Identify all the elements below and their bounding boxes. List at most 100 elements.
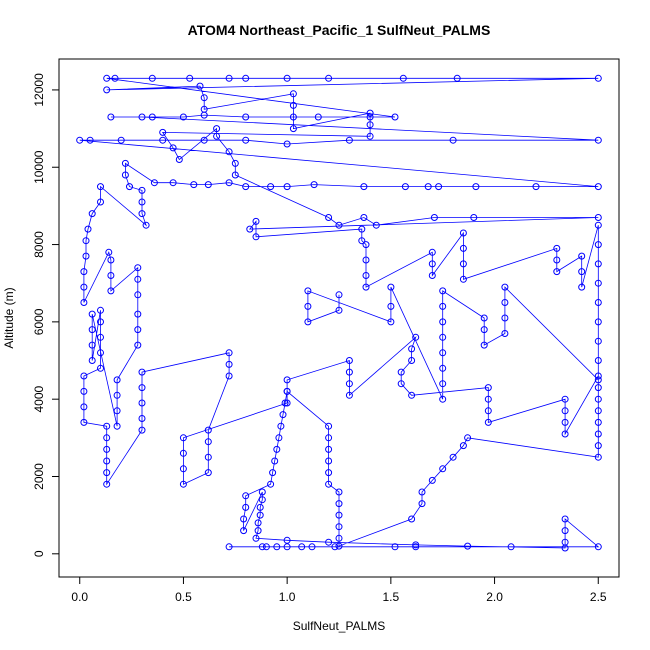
data-point xyxy=(80,418,88,426)
data-point xyxy=(408,391,416,399)
data-point xyxy=(594,372,602,380)
data-point xyxy=(80,372,88,380)
data-point xyxy=(138,368,146,376)
data-point xyxy=(561,395,569,403)
data-point xyxy=(397,380,405,388)
data-point xyxy=(439,395,447,403)
data-point xyxy=(325,74,333,82)
data-point xyxy=(298,543,306,551)
data-point xyxy=(484,395,492,403)
data-point xyxy=(126,183,133,191)
data-point xyxy=(439,380,447,388)
data-point xyxy=(267,183,275,191)
data-point xyxy=(169,144,177,152)
data-point xyxy=(470,214,478,221)
data-point xyxy=(594,418,602,426)
data-point xyxy=(88,210,96,218)
data-point xyxy=(360,183,368,191)
data-point xyxy=(480,341,488,349)
data-point xyxy=(246,225,254,233)
data-point xyxy=(594,357,602,364)
data-point xyxy=(80,268,88,276)
x-axis-label: SulfNeut_PALMS xyxy=(293,619,386,633)
data-point xyxy=(345,357,353,364)
data-point xyxy=(472,183,480,191)
x-axis: 0.0 0.5 1.0 1.5 2.0 2.5 xyxy=(71,576,607,604)
data-point xyxy=(242,74,250,82)
data-point xyxy=(391,113,399,121)
data-point xyxy=(258,488,266,496)
data-point xyxy=(335,542,343,550)
y-tick-label: 0 xyxy=(32,550,46,557)
data-point xyxy=(325,538,333,546)
data-point xyxy=(484,407,492,415)
data-point xyxy=(289,90,297,98)
data-point xyxy=(97,198,104,206)
data-point xyxy=(107,287,115,295)
data-point xyxy=(594,260,602,268)
data-point xyxy=(80,299,88,306)
data-point xyxy=(204,426,212,434)
data-point xyxy=(345,136,353,144)
data-point xyxy=(200,94,208,102)
data-point xyxy=(103,445,111,453)
y-axis: 0 2000 4000 6000 8000 10000 12000 xyxy=(32,73,60,557)
data-point xyxy=(387,302,395,310)
data-point xyxy=(594,442,602,450)
data-point xyxy=(453,74,461,82)
data-point xyxy=(107,256,115,264)
data-point xyxy=(362,283,370,291)
data-point xyxy=(387,318,395,326)
data-point xyxy=(179,465,187,473)
data-point xyxy=(103,480,111,488)
data-point xyxy=(335,500,343,508)
data-point xyxy=(439,349,447,357)
data-point xyxy=(594,74,602,82)
data-point xyxy=(401,183,409,191)
data-point xyxy=(480,326,488,334)
data-point xyxy=(501,314,509,322)
data-point xyxy=(325,469,333,477)
data-point xyxy=(289,113,297,121)
data-point xyxy=(138,186,146,194)
data-point xyxy=(553,244,561,252)
data-point xyxy=(204,181,212,189)
data-point xyxy=(88,310,96,318)
data-point xyxy=(138,426,146,434)
data-point xyxy=(186,74,194,82)
data-point xyxy=(82,252,90,260)
data-point xyxy=(594,384,602,392)
data-point xyxy=(408,345,416,353)
data-point xyxy=(304,318,312,326)
data-point xyxy=(134,275,142,283)
data-point xyxy=(134,341,142,349)
data-point xyxy=(335,291,343,299)
data-point xyxy=(484,418,492,426)
data-point xyxy=(366,109,374,117)
data-point xyxy=(428,248,436,256)
data-point xyxy=(262,543,270,551)
data-point xyxy=(242,183,250,191)
data-point xyxy=(225,74,233,82)
x-tick-label: 2.0 xyxy=(486,590,503,604)
data-point xyxy=(84,225,92,233)
data-point xyxy=(480,314,488,322)
data-point xyxy=(561,418,569,426)
data-point xyxy=(88,357,96,364)
data-point xyxy=(459,260,467,268)
data-point xyxy=(240,515,248,523)
data-point xyxy=(459,442,467,450)
data-point xyxy=(594,376,602,384)
data-point xyxy=(82,237,90,245)
x-tick-label: 1.5 xyxy=(383,590,400,604)
data-point xyxy=(335,534,343,542)
data-point xyxy=(134,264,142,272)
data-point xyxy=(117,136,125,144)
data-point xyxy=(159,136,167,144)
data-point xyxy=(412,333,420,341)
data-point xyxy=(256,503,264,511)
data-point xyxy=(103,434,111,442)
data-point xyxy=(561,544,569,552)
data-point xyxy=(507,543,515,551)
